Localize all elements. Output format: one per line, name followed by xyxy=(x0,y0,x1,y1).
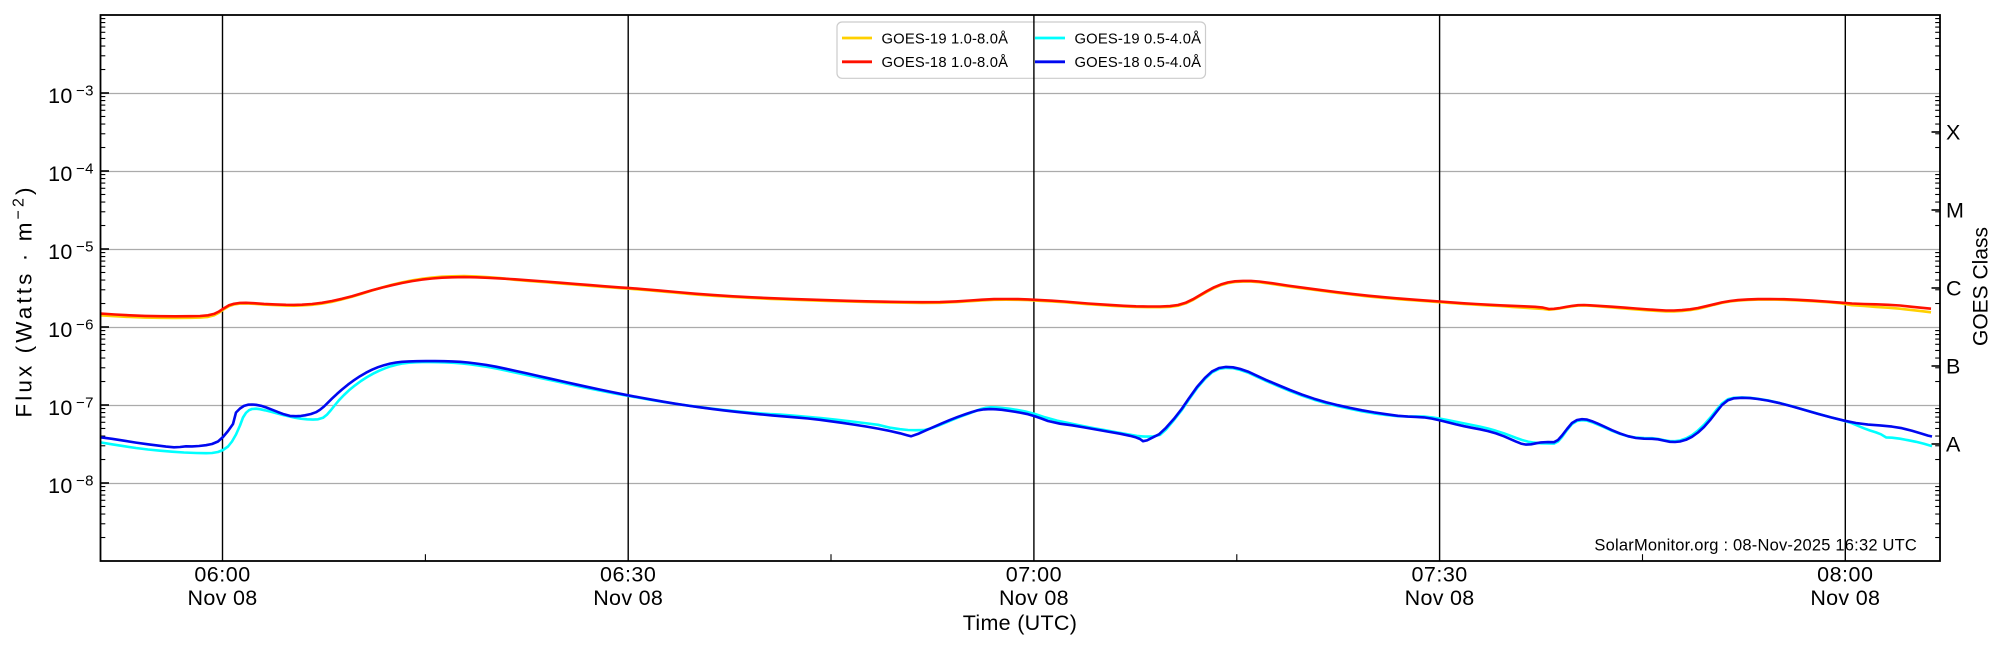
svg-text:SolarMonitor.org : 08-Nov-2025: SolarMonitor.org : 08-Nov-2025 16:32 UTC xyxy=(1594,537,1917,555)
svg-text:−4: −4 xyxy=(76,161,94,178)
svg-text:−3: −3 xyxy=(76,83,94,100)
svg-text:Flux (Watts · m−2): Flux (Watts · m−2) xyxy=(11,184,37,417)
svg-text:−8: −8 xyxy=(76,473,94,490)
svg-text:GOES-18 0.5-4.0Å: GOES-18 0.5-4.0Å xyxy=(1075,54,1202,71)
svg-text:−7: −7 xyxy=(76,395,94,412)
svg-text:GOES Class: GOES Class xyxy=(1970,227,1993,346)
svg-text:10: 10 xyxy=(48,474,72,498)
svg-text:10: 10 xyxy=(48,162,72,186)
svg-text:10: 10 xyxy=(48,396,72,420)
svg-text:X: X xyxy=(1946,121,1960,145)
svg-text:Time (UTC): Time (UTC) xyxy=(963,611,1077,635)
svg-text:−6: −6 xyxy=(76,317,94,334)
svg-text:GOES-19 0.5-4.0Å: GOES-19 0.5-4.0Å xyxy=(1075,30,1202,47)
svg-text:06:00: 06:00 xyxy=(194,563,250,587)
svg-text:C: C xyxy=(1946,277,1962,301)
svg-text:B: B xyxy=(1946,355,1960,379)
svg-text:Nov 08: Nov 08 xyxy=(999,586,1069,610)
svg-text:10: 10 xyxy=(48,240,72,264)
svg-text:GOES-18 1.0-8.0Å: GOES-18 1.0-8.0Å xyxy=(882,54,1009,71)
svg-text:07:00: 07:00 xyxy=(1006,563,1062,587)
svg-text:GOES-19 1.0-8.0Å: GOES-19 1.0-8.0Å xyxy=(882,30,1009,47)
svg-text:Nov 08: Nov 08 xyxy=(1405,586,1475,610)
svg-text:07:30: 07:30 xyxy=(1411,563,1467,587)
svg-text:10: 10 xyxy=(48,84,72,108)
svg-text:A: A xyxy=(1946,433,1961,457)
svg-text:−5: −5 xyxy=(76,239,94,256)
svg-text:Nov 08: Nov 08 xyxy=(593,586,663,610)
svg-text:Nov 08: Nov 08 xyxy=(1810,586,1880,610)
svg-text:10: 10 xyxy=(48,318,72,342)
svg-text:08:00: 08:00 xyxy=(1817,563,1873,587)
svg-text:M: M xyxy=(1946,199,1964,223)
svg-text:06:30: 06:30 xyxy=(600,563,656,587)
svg-text:Nov 08: Nov 08 xyxy=(188,586,258,610)
